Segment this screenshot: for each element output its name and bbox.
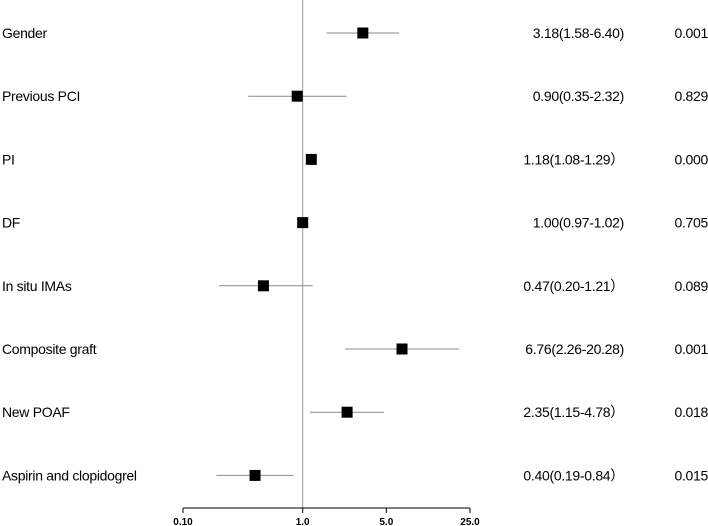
row-label: In situ IMAs <box>2 278 72 294</box>
p-value-text: 0.001 <box>674 25 708 41</box>
p-value-text: 0.000 <box>674 151 708 167</box>
point-estimate-marker <box>357 27 369 39</box>
p-value-text: 0.018 <box>674 404 708 420</box>
row-label: Gender <box>2 25 48 41</box>
row-label: Composite graft <box>2 341 97 357</box>
row-label: Aspirin and clopidogrel <box>2 467 137 483</box>
or-ci-text: 0.40(0.19-0.84） <box>523 467 624 483</box>
row-label: New POAF <box>2 404 70 420</box>
point-estimate-marker <box>396 343 408 355</box>
x-tick-label: 0.10 <box>173 517 193 526</box>
p-value-text: 0.705 <box>674 215 708 231</box>
x-tick-label: 25.0 <box>460 517 480 526</box>
x-tick-label: 1.0 <box>296 517 310 526</box>
p-value-text: 0.015 <box>674 467 708 483</box>
or-ci-text: 1.00(0.97-1.02) <box>533 215 624 231</box>
p-value-text: 0.001 <box>674 341 708 357</box>
or-ci-text: 2.35(1.15-4.78） <box>523 404 624 420</box>
point-estimate-marker <box>341 406 353 418</box>
p-value-text: 0.089 <box>674 278 708 294</box>
point-estimate-marker <box>297 217 309 229</box>
x-tick-label: 5.0 <box>379 517 393 526</box>
point-estimate-marker <box>305 153 317 165</box>
or-ci-text: 1.18(1.08-1.29） <box>523 151 624 167</box>
p-value-text: 0.829 <box>674 88 708 104</box>
row-label: PI <box>2 151 15 167</box>
point-estimate-marker <box>257 280 269 292</box>
point-estimate-marker <box>249 469 261 481</box>
or-ci-text: 6.76(2.26-20.28) <box>525 341 624 357</box>
or-ci-text: 0.90(0.35-2.32) <box>533 88 624 104</box>
row-label: DF <box>2 215 20 231</box>
or-ci-text: 3.18(1.58-6.40) <box>533 25 624 41</box>
row-label: Previous PCI <box>2 88 80 104</box>
or-ci-text: 0.47(0.20-1.21） <box>523 278 624 294</box>
point-estimate-marker <box>291 90 303 102</box>
